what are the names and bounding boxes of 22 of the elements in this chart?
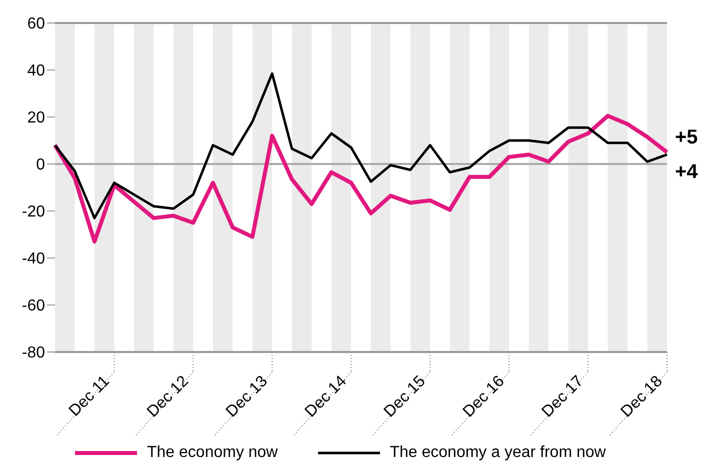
legend-label: The economy now [147, 444, 278, 462]
x-tick-label: Dec 15 [381, 372, 429, 421]
y-tick-label: 0 [36, 156, 46, 174]
x-tick-label: Dec 18 [618, 372, 666, 421]
line-series [54, 72, 668, 220]
x-tick-label: Dec 14 [302, 372, 350, 421]
y-tick-label: -60 [22, 298, 46, 315]
y-tick-label: -80 [22, 344, 46, 362]
x-tick-label: Dec 13 [223, 372, 272, 421]
y-tick-label: -20 [22, 204, 46, 221]
x-tick-label: Dec 11 [66, 372, 114, 420]
line-series [53, 114, 669, 244]
data-label: +5 [675, 126, 698, 149]
x-tick-label: Dec 17 [538, 372, 587, 421]
y-tick-label: -40 [22, 250, 46, 268]
y-tick-label: 20 [27, 110, 46, 127]
x-tick-label: Dec 12 [144, 372, 192, 421]
y-tick-label: 60 [27, 16, 46, 33]
x-tick-label: Dec 16 [460, 372, 508, 421]
legend-label: The economy a year from now [390, 444, 606, 462]
y-tick-label: 40 [27, 62, 46, 80]
data-label: +4 [675, 160, 699, 183]
